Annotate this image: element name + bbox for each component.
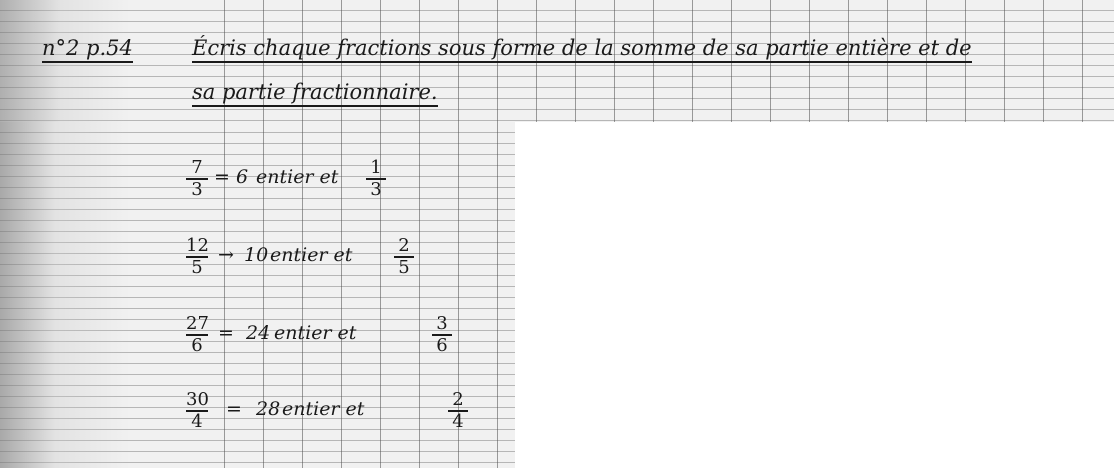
relation-sign: = <box>214 166 230 188</box>
integer-part: 10 <box>244 244 269 266</box>
source-fraction: 30 4 <box>186 389 209 432</box>
entier-et-text: entier et <box>256 166 339 188</box>
source-fraction: 12 5 <box>186 235 209 278</box>
fractional-part: 1 3 <box>366 158 386 200</box>
fraction-denominator: 5 <box>191 257 203 278</box>
fractional-numerator: 2 <box>448 390 468 412</box>
integer-part: 24 <box>246 322 271 344</box>
fractional-denominator: 4 <box>452 411 464 432</box>
source-fraction: 27 6 <box>186 313 209 356</box>
fractional-numerator: 3 <box>432 314 452 336</box>
fraction-numerator: 27 <box>186 313 209 336</box>
entier-et-text: entier et <box>282 398 365 420</box>
fraction-denominator: 3 <box>191 179 203 200</box>
exercise-reference: n°2 p.54 <box>42 36 133 63</box>
integer-part: 6 <box>236 166 249 188</box>
fractional-denominator: 5 <box>398 257 410 278</box>
fraction-numerator: 7 <box>186 158 208 180</box>
relation-sign: → <box>218 244 234 266</box>
fraction-denominator: 6 <box>191 335 203 356</box>
integer-part: 28 <box>256 398 281 420</box>
fractional-numerator: 1 <box>366 158 386 180</box>
fraction-numerator: 30 <box>186 389 209 412</box>
fraction-numerator: 12 <box>186 235 209 258</box>
fraction-denominator: 4 <box>191 411 203 432</box>
instruction-line-1: Écris chaque fractions sous forme de la … <box>192 36 972 63</box>
relation-sign: = <box>226 398 242 420</box>
fractional-part: 2 4 <box>448 390 468 432</box>
fractional-part: 2 5 <box>394 236 414 278</box>
fractional-denominator: 6 <box>436 335 448 356</box>
entier-et-text: entier et <box>274 322 357 344</box>
instruction-line-2: sa partie fractionnaire. <box>192 80 438 107</box>
entier-et-text: entier et <box>270 244 353 266</box>
relation-sign: = <box>218 322 234 344</box>
fractional-numerator: 2 <box>394 236 414 258</box>
fractional-part: 3 6 <box>432 314 452 356</box>
source-fraction: 7 3 <box>186 158 208 200</box>
fractional-denominator: 3 <box>370 179 382 200</box>
